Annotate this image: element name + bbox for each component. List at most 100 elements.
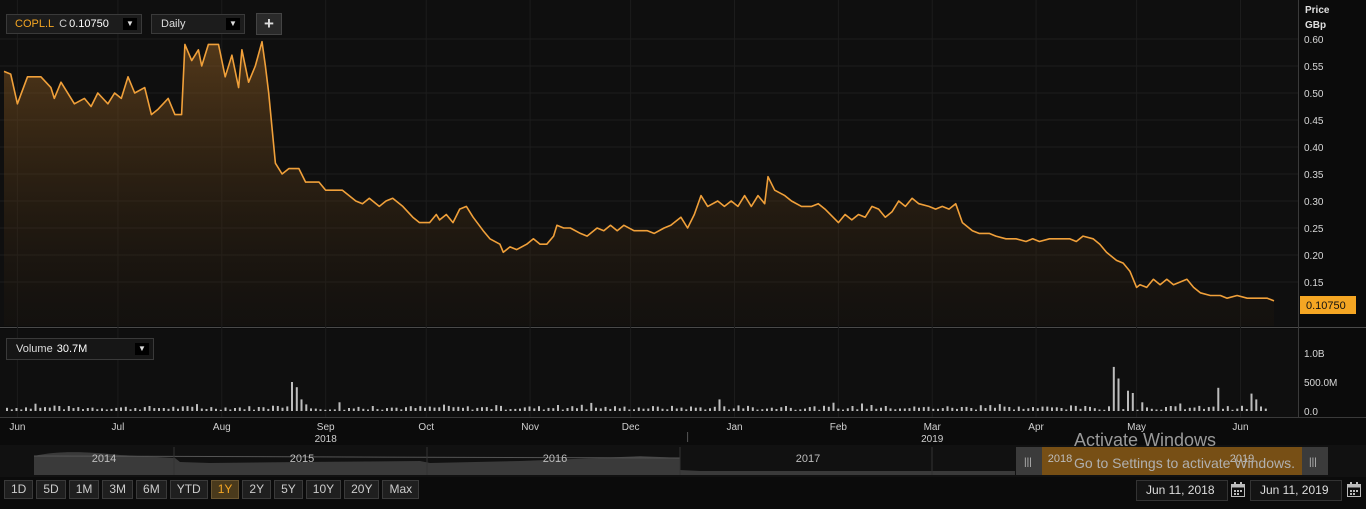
price-tick-label: 0.15 bbox=[1304, 278, 1324, 289]
volume-bar bbox=[1117, 378, 1120, 411]
period-button-max[interactable]: Max bbox=[382, 480, 420, 499]
period-button-1m[interactable]: 1M bbox=[68, 480, 100, 499]
volume-bar bbox=[177, 408, 179, 411]
volume-bar bbox=[832, 402, 835, 411]
volume-bar bbox=[67, 406, 70, 411]
volume-bar bbox=[842, 409, 844, 411]
volume-bar bbox=[58, 406, 61, 411]
volume-tick-label: 500.0M bbox=[1304, 378, 1337, 389]
chevron-down-icon[interactable]: ▼ bbox=[226, 18, 240, 30]
volume-bar bbox=[481, 407, 483, 411]
volume-bar bbox=[690, 406, 692, 411]
volume-bar bbox=[1193, 407, 1196, 411]
volume-bar bbox=[922, 407, 925, 411]
volume-bar bbox=[276, 406, 279, 411]
volume-bar bbox=[699, 407, 702, 411]
volume-bar bbox=[908, 408, 911, 411]
navigator-selection[interactable] bbox=[1016, 447, 1328, 475]
volume-bar bbox=[794, 409, 797, 411]
volume-bar bbox=[666, 409, 669, 411]
close-value: 0.10750 bbox=[69, 18, 109, 30]
volume-bar bbox=[234, 408, 236, 411]
calendar-icon[interactable] bbox=[1347, 482, 1361, 497]
volume-bar bbox=[685, 409, 688, 411]
volume-bar bbox=[438, 407, 441, 411]
period-button-10y[interactable]: 10Y bbox=[305, 480, 342, 499]
volume-bar bbox=[300, 399, 303, 411]
month-tick-label: Aug bbox=[213, 422, 231, 433]
volume-bar bbox=[186, 406, 189, 411]
volume-bar bbox=[804, 408, 806, 411]
volume-bar bbox=[903, 408, 906, 411]
volume-bar bbox=[419, 406, 422, 411]
month-tick-label: Jan bbox=[726, 422, 742, 433]
volume-bar bbox=[343, 409, 346, 411]
volume-bar bbox=[1174, 406, 1177, 411]
volume-bar bbox=[637, 407, 640, 411]
volume-bar bbox=[576, 408, 578, 411]
volume-bar bbox=[1207, 407, 1210, 411]
volume-bar bbox=[286, 406, 289, 411]
volume-bar bbox=[880, 407, 882, 411]
volume-bar bbox=[324, 409, 327, 411]
navigator-year-label: 2017 bbox=[796, 453, 820, 465]
period-button-1y[interactable]: 1Y bbox=[210, 480, 240, 499]
volume-bar bbox=[680, 407, 683, 411]
volume-bar bbox=[875, 408, 878, 411]
volume-bar bbox=[533, 408, 536, 411]
volume-bar bbox=[542, 409, 545, 411]
navigator-handle-right[interactable] bbox=[1302, 447, 1328, 475]
volume-bar bbox=[1127, 390, 1129, 411]
volume-bar bbox=[614, 406, 616, 411]
interval-selector[interactable]: Daily ▼ bbox=[151, 14, 245, 34]
volume-bar bbox=[44, 407, 46, 411]
volume-bar bbox=[756, 409, 759, 411]
period-button-1d[interactable]: 1D bbox=[4, 480, 34, 499]
volume-bar bbox=[894, 409, 897, 411]
volume-bar bbox=[851, 406, 854, 411]
start-date-field[interactable]: Jun 11, 2018 bbox=[1136, 480, 1228, 501]
period-button-2y[interactable]: 2Y bbox=[242, 480, 272, 499]
volume-bar bbox=[248, 406, 251, 411]
chevron-down-icon[interactable]: ▼ bbox=[135, 343, 149, 355]
volume-bar bbox=[946, 406, 949, 411]
period-button-5d[interactable]: 5D bbox=[36, 480, 66, 499]
volume-bar bbox=[747, 405, 749, 411]
volume-bar bbox=[191, 406, 194, 411]
end-date-field[interactable]: Jun 11, 2019 bbox=[1250, 480, 1342, 501]
volume-bar bbox=[338, 402, 341, 411]
navigator-handle-left[interactable] bbox=[1016, 447, 1042, 475]
navigator-year-label: 2014 bbox=[92, 453, 116, 465]
volume-bar bbox=[1169, 406, 1172, 411]
volume-bar bbox=[77, 407, 80, 411]
volume-bar bbox=[200, 408, 203, 411]
chevron-down-icon[interactable]: ▼ bbox=[123, 18, 137, 30]
volume-bar bbox=[970, 408, 973, 411]
volume-bar bbox=[390, 407, 393, 411]
volume-value: 30.7M bbox=[56, 343, 88, 355]
volume-bar bbox=[1098, 409, 1101, 411]
volume-bar bbox=[1055, 407, 1058, 411]
volume-selector[interactable]: Volume 30.7M ▼ bbox=[6, 338, 154, 360]
volume-bar bbox=[1217, 387, 1220, 411]
volume-bar bbox=[932, 408, 935, 411]
volume-bar bbox=[63, 409, 65, 411]
volume-bar bbox=[585, 409, 588, 411]
price-line bbox=[3, 40, 1275, 302]
volume-bar bbox=[381, 409, 384, 411]
add-study-button[interactable]: + bbox=[256, 13, 282, 35]
calendar-icon[interactable] bbox=[1231, 482, 1245, 497]
volume-bar bbox=[927, 406, 930, 411]
period-button-ytd[interactable]: YTD bbox=[169, 480, 208, 499]
volume-bar bbox=[471, 409, 474, 411]
volume-bar bbox=[818, 409, 821, 411]
symbol-selector[interactable]: COPL.L C 0.10750 ▼ bbox=[6, 14, 142, 34]
period-button-3m[interactable]: 3M bbox=[102, 480, 134, 499]
period-button-6m[interactable]: 6M bbox=[136, 480, 167, 499]
period-button-5y[interactable]: 5Y bbox=[274, 480, 303, 499]
volume-bar bbox=[53, 405, 56, 411]
volume-bar bbox=[181, 406, 184, 411]
period-button-20y[interactable]: 20Y bbox=[344, 480, 380, 499]
volume-bar bbox=[1236, 408, 1239, 411]
